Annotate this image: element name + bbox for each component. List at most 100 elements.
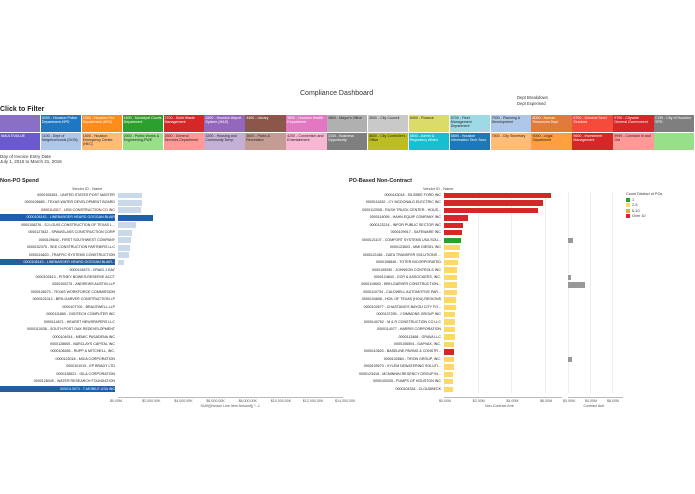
nonpo-row-label[interactable]: 0000102613 - PITNEY BOWES-RESERVE ACCT [35, 274, 115, 279]
nonpo-row-label[interactable]: 0000108270 - TEXAS WORKFORCE COMMISSION [30, 289, 115, 294]
pob-row-label[interactable]: 0000104334 - CLOUDBECK [395, 386, 441, 391]
pob-bar[interactable] [444, 356, 454, 363]
nonpo-bar[interactable] [118, 222, 137, 229]
dept-tile[interactable]: 3100 - Business Opportunity [327, 133, 368, 150]
dept-tile[interactable]: 2500 - General Services Department [163, 133, 204, 150]
legend-item[interactable]: 2-5 [626, 203, 686, 207]
nonpo-bar[interactable] [118, 229, 133, 236]
pob-bar[interactable] [444, 334, 455, 340]
pob-row-label[interactable]: 0000113468 - GRAVA LLC [398, 334, 441, 339]
pob-bar[interactable] [444, 289, 457, 296]
nonpo-row-label[interactable]: 0000123018 - MICA CORPORATION [55, 356, 115, 361]
dept-tile[interactable]: 9700 - Citywide General Government [613, 115, 654, 132]
dept-tile[interactable]: 3500 - City Council [367, 115, 409, 132]
dept-tile[interactable]: 3800 - Mayor's Office [327, 115, 368, 132]
nonpo-row-label[interactable]: 0000105453 - UNITED STATES POST MASTER [37, 193, 115, 197]
dept-tile[interactable]: 2800 - Houston Airport System (HAS) [204, 115, 245, 132]
pob-contract-bar[interactable] [568, 274, 572, 281]
nonpo-bar[interactable] [118, 252, 130, 259]
pob-row-label[interactable]: 0000111632 - CY MCDONALD ELECTRIC INC [365, 200, 441, 205]
pob-row-label[interactable]: 0000121107 - COMFORT SYSTEMS USA SOU... [361, 237, 441, 242]
dept-tile[interactable]: 9600 - Investment Management [572, 133, 613, 150]
dept-tile[interactable]: 1600 - Municipal Courts Department [122, 115, 164, 132]
pob-bar[interactable] [444, 282, 457, 288]
pob-row-label[interactable]: 0000123603 - MMI DIESEL INC [389, 245, 441, 250]
dept-tile[interactable]: 8000 - Human Resources Dept [531, 115, 572, 132]
pob-bar[interactable] [444, 237, 461, 243]
nonpo-row-label[interactable]: 0000102375 - SKE CONSTRUCTION PARTNERS L… [26, 245, 115, 250]
pob-row-label[interactable]: 0000109917 - SAFEWARE INC [390, 230, 441, 235]
pob-contract-bar[interactable] [568, 356, 572, 363]
nonpo-row-label[interactable]: 0000128605 - BARCLAYS CAPITAL INC [50, 342, 115, 346]
nonpo-bar[interactable] [118, 207, 142, 214]
pob-row-label[interactable]: 0000140762 - M & R CONSTRUCTION CO LLC [363, 319, 441, 324]
dept-tile[interactable]: 4200 - Convention and Entertainment [286, 133, 327, 150]
dept-tile[interactable]: 1000 - Houston Fire Department (HFD) [81, 115, 123, 132]
dept-tile[interactable]: 3400 - Library [245, 115, 286, 132]
pob-bar[interactable] [444, 252, 460, 258]
dept-tile[interactable]: 6500 - Admin & Regulatory Affairs [408, 133, 450, 150]
nonpo-row-label[interactable]: 0000138521 - GILA CORPORATION [56, 371, 115, 376]
pob-row-label[interactable]: 0000116095 - HAHN EQUIP COMPANY INC [369, 215, 441, 220]
legend-item[interactable]: Over 10 [626, 214, 686, 218]
nonpo-row-label[interactable]: 0000111860 - DIGITECH COMPUTER INC [46, 312, 115, 317]
pob-bar[interactable] [444, 371, 454, 378]
pob-row-label[interactable]: 0000123418 - MCMINNIN REGENCY GROUP IN..… [359, 371, 441, 376]
pob-bar[interactable] [444, 192, 552, 199]
pob-contract-bar[interactable] [568, 237, 573, 243]
pob-row-label[interactable]: 0000109070 - XYLEM DEWATERING SOLUTI... [363, 364, 441, 369]
nonpo-row-label[interactable]: 0000127832 - SPAWGLASS CONSTRUCTION CORP [28, 230, 115, 235]
pob-row-label[interactable]: 0000119602 - BRH-GARVER CONSTRUCTION... [361, 282, 441, 287]
dept-tile[interactable]: 9999 - Constant In and Out [613, 133, 654, 150]
legend-item[interactable]: 6-10 [626, 208, 686, 213]
pob-bar[interactable] [444, 304, 456, 310]
nonpo-row-label[interactable]: 0000108143 - LINEBARGER HEARD GOGGAN BLA… [0, 259, 115, 266]
nonpo-row-label[interactable]: 0000104914 - MEMIC PASADENA INC [52, 334, 115, 339]
dept-tile[interactable]: 1500 - Houston Emergency Center (HEC) [81, 133, 123, 150]
pob-row-label[interactable]: 0000104808 - HOIL OF TEXAS (HOU) REGIONS [361, 297, 441, 302]
pob-bar[interactable] [444, 200, 544, 206]
dept-tile[interactable]: 2700 - Solid Waste Management [163, 115, 204, 132]
dept-tile[interactable]: 6400 - Finance [408, 115, 450, 132]
pob-bar[interactable] [444, 244, 460, 251]
dept-tile[interactable]: 8800 - City Controller's Office [367, 133, 409, 150]
dept-tile[interactable]: 2000 - Public Works & Engineering-PWE [122, 133, 164, 150]
pob-bar[interactable] [444, 386, 454, 392]
pob-bar[interactable] [444, 297, 457, 303]
nonpo-row-label[interactable]: 0000108143 - LINEBARGER HEARD GOGGAN BLA… [0, 214, 115, 221]
nonpo-row-label[interactable]: 0000128049 - WATER RESEARCH FOUNDATION [33, 379, 115, 384]
pob-bar[interactable] [444, 267, 458, 273]
pob-row-label[interactable]: 0000109250 - JOHNSON CONTROLS INC [372, 267, 441, 272]
pob-bar[interactable] [444, 349, 455, 355]
dept-tile[interactable]: 7000 - Planning & Development [490, 115, 531, 132]
pob-row-label[interactable]: 0000121081 - DATA TRANSFER SOLUTIONS ... [362, 252, 441, 257]
pob-bar[interactable] [444, 207, 538, 214]
dept-tile[interactable]: 6800 - Houston Information Tech Svcs [449, 133, 491, 150]
dept-tile[interactable]: 8700 - General Servi Services [572, 115, 613, 132]
pob-bar[interactable] [444, 230, 462, 236]
dept-tile[interactable]: 3600 - Houston Health Department [286, 115, 327, 132]
dept-tile[interactable] [0, 115, 41, 132]
nonpo-row-label[interactable]: 0000113074 - T-MOBILE USA INC [0, 385, 115, 393]
nonpo-row-label[interactable]: 0000106689 - TEXAS WATER DEVELOPMENT BOA… [24, 200, 115, 205]
pob-bar[interactable] [444, 312, 456, 318]
nonpo-row-label[interactable]: 0000116620 - TRAFFIC SYSTEMS CONSTRUCTIO… [28, 252, 115, 257]
legend-item[interactable]: 1 [626, 197, 686, 202]
nonpo-row-label[interactable]: 0000107700 - BRACEWELL LLP [62, 304, 115, 309]
nonpo-bar[interactable] [118, 214, 153, 221]
dept-tile[interactable]: 3200 - Housing and Community Devp. [204, 133, 245, 150]
pob-bar[interactable] [444, 215, 468, 221]
dept-tile[interactable]: 9000 - Legal Department [531, 133, 572, 150]
nonpo-row-label[interactable]: 0000114671 - HEARST NEWSPAPERS LLC [43, 319, 115, 324]
pob-bar[interactable] [444, 274, 458, 281]
pob-row-label[interactable]: 0000114077 - HARRIS CORPORATION [377, 327, 441, 332]
nonpo-row-label[interactable]: 0000114317 - LEM CONSTRUCTION CO INC [41, 207, 115, 212]
pob-row-label[interactable]: 0000102677 - CHASTANG'S BAYOU CITY FO... [363, 304, 441, 309]
pob-row-label[interactable]: 0000112008 - RUSH TRUCK CENTER - HOUS... [362, 207, 441, 212]
pob-row-label[interactable]: 0000124843 - GCR & ASSOCIATES, INC. [373, 274, 441, 279]
pob-bar[interactable] [444, 341, 455, 348]
nonpo-row-label[interactable]: 0000110038 - SOUTH POST OAK REDEVELOPMEN… [27, 327, 115, 332]
pob-row-label[interactable]: 0000110734 - CALDWELL AUTOMOTIVE PAR... [363, 289, 441, 294]
pob-bar[interactable] [444, 326, 455, 333]
dept-tile[interactable]: CON - City of Houston SPD [654, 115, 695, 132]
